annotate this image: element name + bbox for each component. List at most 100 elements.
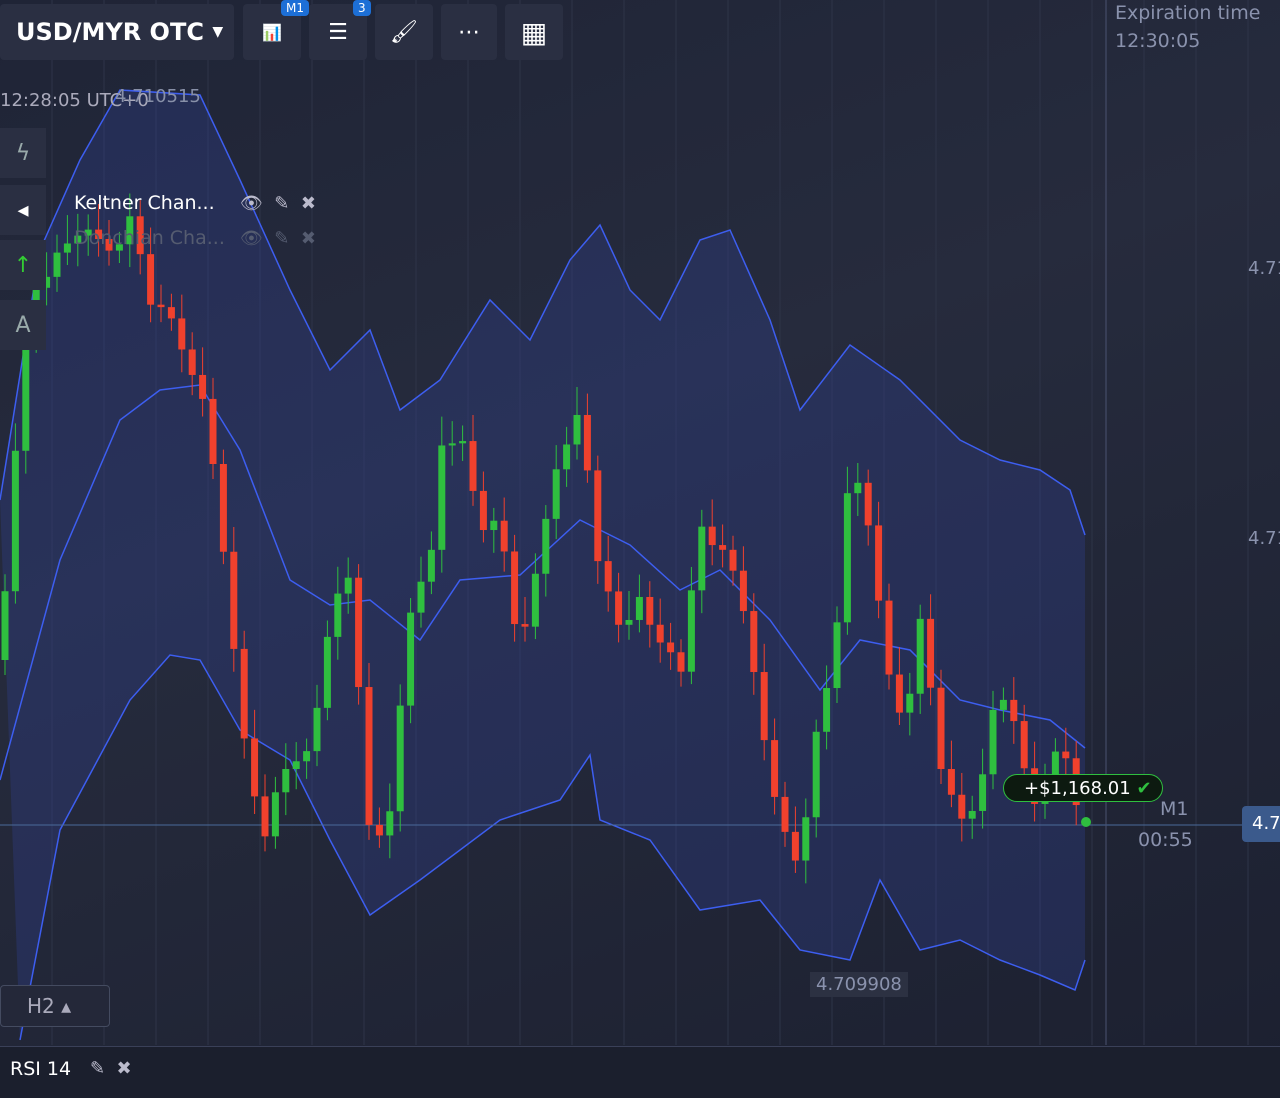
candle-body [739,570,747,612]
indicator-actions[interactable]: 👁 ✎ ✖ [240,193,316,214]
candle-body [1010,699,1018,722]
expiration-time: 12:30:05 [1115,30,1201,52]
pair-selector[interactable]: USD/MYR OTC ▼ [0,4,234,60]
candle-body [552,469,560,519]
signals-button[interactable]: ϟ [0,128,46,178]
candle-body [22,332,30,451]
candle-body [490,520,498,531]
candle-body [355,577,363,688]
candle-body [126,216,134,245]
trade-countdown: 00:55 [1138,829,1193,851]
candle-body [178,318,186,350]
chart-type-button[interactable]: 📊 M1 [243,0,309,60]
candle-body [843,493,851,623]
candle-body [74,235,82,244]
candle-body [781,796,789,832]
candle-body [365,687,373,825]
rsi-panel [0,1046,1280,1098]
candle-body [459,441,467,444]
candle-body [334,593,342,637]
candle-body [802,817,810,861]
candle-body [947,769,955,795]
candle-body [531,573,539,627]
candle-body [604,561,612,592]
layout-button[interactable]: ▦ [505,4,563,60]
candle-body [396,705,404,812]
pair-name: USD/MYR OTC [16,18,204,46]
low-label: 4.709908 [810,972,908,997]
candle-body [760,672,768,741]
candle-body [407,612,415,706]
caret: ▼ [212,24,224,40]
candle-body [719,545,727,550]
check-icon: ✔ [1136,778,1152,799]
trend-button[interactable]: ↑ [0,240,46,290]
candle-body [1051,751,1059,784]
candle-body [563,444,571,470]
trade-profit[interactable]: +$1,168.01 ✔ [1003,774,1163,802]
candle-body [115,244,123,251]
candle-body [583,414,591,471]
candle-body [199,374,207,399]
candle-body [635,596,643,620]
candle-body [500,520,508,552]
badge: M1 [281,0,309,16]
candle-body [313,707,321,752]
candle-body [511,551,519,625]
candle-body [1062,751,1070,759]
candle-body [895,674,903,713]
candle-body [542,518,550,574]
server-time: 12:28:05 UTC+0 [0,90,149,111]
candle-body [937,687,945,770]
profit-value: +$1,168.01 [1024,778,1131,799]
price-label: 4.71 [1248,528,1280,549]
candle-body [677,652,685,672]
rsi-actions[interactable]: ✎ ✖ [90,1058,132,1079]
candle-body [823,688,831,732]
band-line [19,654,1086,1041]
candle-body [864,482,872,526]
candle-body [750,611,758,673]
candle-body [188,349,196,375]
candle-body [95,229,103,240]
candle-body [271,792,279,837]
candle-body [646,596,654,625]
high-label: 4.710515 [115,86,201,107]
candle-body [875,525,883,601]
candle-body [625,619,633,625]
timeframe: H2 [27,994,55,1018]
candle-body [167,307,175,319]
drawing-button[interactable]: 🖌 [375,4,433,60]
timeframe-selector[interactable]: H2 ▴ [0,985,110,1027]
candle-body [323,636,331,708]
candle-body [594,470,602,562]
candle-body [303,751,311,762]
expiration-label: Expiration time [1115,2,1261,24]
candle-body [157,304,165,308]
candle-body [854,482,862,494]
candle-body [136,216,144,255]
indicators-button[interactable]: ☰ 3 [309,0,371,60]
candle-body [63,243,71,253]
indicator-actions[interactable]: 👁 ✎ ✖ [240,228,316,249]
candle-body [251,738,259,797]
text-button[interactable]: A [0,300,46,350]
candle-body [84,229,92,236]
rsi-label: RSI 14 [10,1058,72,1080]
candle-body [386,811,394,836]
more-button[interactable]: ⋯ [441,4,497,60]
candle-body [219,463,227,552]
candle-body [240,648,248,739]
candle-body [989,709,997,775]
candle-body [209,398,217,464]
candle-body [53,252,61,277]
candle-body [375,824,383,836]
collapse-button[interactable]: ◂ [0,185,46,235]
candle-body [979,774,987,811]
candle-body [916,618,924,694]
candle-body [958,794,966,819]
candle-body [573,414,581,445]
current-price: 4.7 [1242,806,1280,842]
